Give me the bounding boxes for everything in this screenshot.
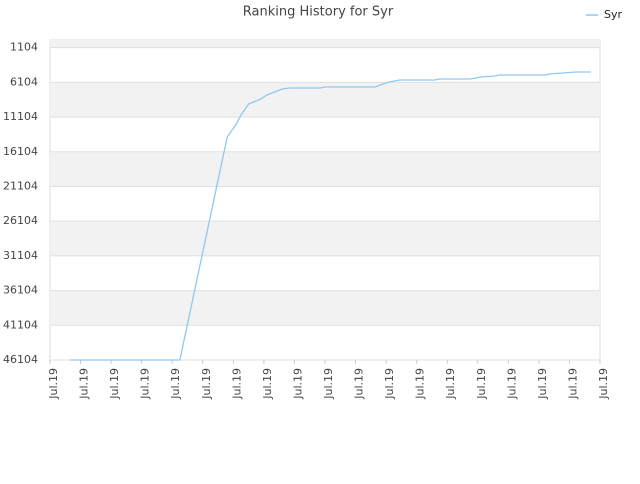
legend-label: Syr xyxy=(604,8,622,21)
x-tick-label: Jul.19 xyxy=(475,368,488,400)
x-tick-label: Jul.19 xyxy=(566,368,579,400)
y-tick-label: 31104 xyxy=(3,249,38,262)
x-tick-label: Jul.19 xyxy=(383,368,396,400)
y-tick-label: 41104 xyxy=(3,318,38,331)
x-tick-label: Jul.19 xyxy=(78,368,91,400)
x-tick-label: Jul.19 xyxy=(261,368,274,400)
band xyxy=(50,151,600,187)
x-tick-label: Jul.19 xyxy=(505,368,518,400)
y-tick-label: 11104 xyxy=(3,110,38,123)
chart-title: Ranking History for Syr xyxy=(243,5,394,20)
x-tick-label: Jul.19 xyxy=(444,368,457,400)
band xyxy=(50,82,600,118)
x-tick-label: Jul.19 xyxy=(200,368,213,400)
x-tick-label: Jul.19 xyxy=(169,368,182,400)
x-tick-label: Jul.19 xyxy=(414,368,427,400)
y-tick-label: 6104 xyxy=(10,75,38,88)
y-tick-label: 36104 xyxy=(3,284,38,297)
y-tick-label: 26104 xyxy=(3,214,38,227)
x-tick-label: Jul.19 xyxy=(108,368,121,400)
x-tick-label: Jul.19 xyxy=(536,368,549,400)
band xyxy=(50,40,600,48)
band xyxy=(50,221,600,256)
y-tick-label: 21104 xyxy=(3,179,38,192)
x-tick-label: Jul.19 xyxy=(47,368,60,400)
x-tick-label: Jul.19 xyxy=(322,368,335,400)
line xyxy=(69,71,591,361)
y-tick-label: 46104 xyxy=(3,353,38,366)
x-tick-label: Jul.19 xyxy=(597,368,610,400)
x-tick-label: Jul.19 xyxy=(230,368,243,400)
x-tick-label: Jul.19 xyxy=(353,368,366,400)
x-tick-label: Jul.19 xyxy=(291,368,304,400)
y-tick-label: 16104 xyxy=(3,145,38,158)
band xyxy=(50,290,600,326)
x-tick-label: Jul.19 xyxy=(139,368,152,400)
y-tick-label: 1104 xyxy=(10,41,38,54)
